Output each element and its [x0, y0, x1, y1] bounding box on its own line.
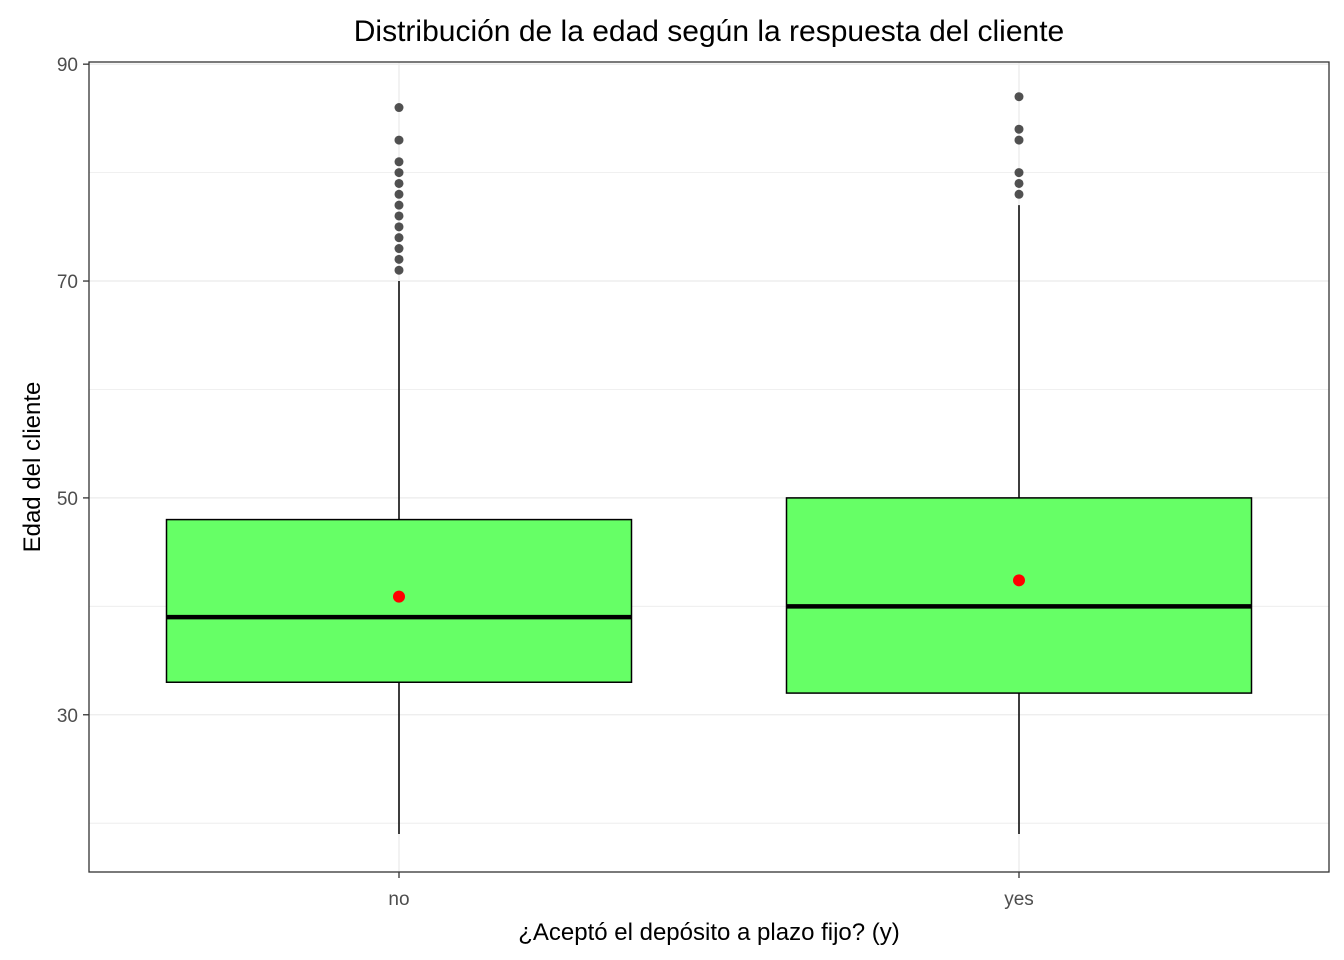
outlier-point [1014, 189, 1024, 199]
outlier-point [1014, 124, 1024, 134]
plot-panel-border [88, 61, 1330, 873]
outlier-point [394, 189, 404, 199]
outlier-point [1014, 92, 1024, 102]
outlier-point [394, 103, 404, 113]
box-group-no [165, 103, 633, 835]
y-tick-label: 30 [57, 706, 78, 727]
outlier-point [394, 222, 404, 232]
mean-point [393, 590, 405, 603]
outlier-point [394, 200, 404, 210]
outlier-point [394, 233, 404, 243]
y-tick-label: 90 [57, 55, 78, 76]
y-tick-label: 70 [57, 272, 78, 293]
outlier-point [394, 211, 404, 221]
x-tick-label: yes [1004, 889, 1034, 910]
y-axis-title: Edad del cliente [19, 382, 46, 553]
x-tick-label: no [388, 889, 409, 910]
plot-data [165, 92, 1253, 835]
mean-point [1013, 574, 1025, 587]
outlier-point [1014, 178, 1024, 188]
outlier-point [1014, 168, 1024, 178]
box-group-yes [785, 92, 1253, 835]
outlier-point [394, 168, 404, 178]
box-iqr [785, 497, 1253, 694]
outlier-point [394, 157, 404, 167]
outlier-point [394, 265, 404, 275]
outlier-point [394, 135, 404, 145]
outlier-point [394, 178, 404, 188]
y-tick-label: 50 [57, 489, 78, 510]
chart-title: Distribución de la edad según la respues… [354, 15, 1064, 48]
x-axis-title: ¿Aceptó el depósito a plazo fijo? (y) [518, 919, 900, 946]
outlier-point [394, 244, 404, 254]
outlier-point [394, 254, 404, 264]
outlier-point [1014, 135, 1024, 145]
axes: 30 50 70 90 no yes [57, 55, 1034, 910]
